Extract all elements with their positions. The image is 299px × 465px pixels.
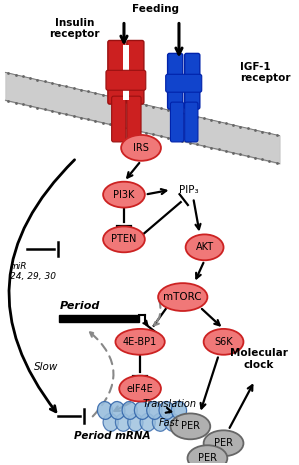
Ellipse shape [204, 329, 243, 355]
Ellipse shape [159, 401, 174, 419]
Ellipse shape [119, 376, 161, 401]
Ellipse shape [152, 413, 168, 432]
FancyBboxPatch shape [185, 102, 198, 142]
Ellipse shape [186, 234, 224, 260]
Ellipse shape [171, 401, 187, 419]
FancyBboxPatch shape [127, 40, 144, 104]
Ellipse shape [140, 413, 155, 432]
Text: mTORC: mTORC [164, 292, 202, 302]
Ellipse shape [165, 413, 180, 432]
FancyBboxPatch shape [170, 102, 184, 142]
FancyBboxPatch shape [127, 96, 141, 142]
Text: miR
24, 29, 30: miR 24, 29, 30 [10, 261, 56, 281]
Text: Fast: Fast [159, 418, 180, 428]
FancyBboxPatch shape [185, 53, 200, 109]
Text: 4E-BP1: 4E-BP1 [123, 337, 157, 347]
Ellipse shape [204, 430, 243, 456]
Ellipse shape [103, 182, 145, 207]
Ellipse shape [103, 413, 118, 432]
Text: Slow: Slow [34, 362, 58, 372]
Ellipse shape [121, 135, 161, 161]
Ellipse shape [134, 401, 150, 419]
Text: IRS: IRS [133, 143, 149, 153]
Ellipse shape [158, 283, 208, 311]
Ellipse shape [122, 401, 137, 419]
Text: PER: PER [214, 438, 233, 448]
FancyBboxPatch shape [112, 96, 126, 142]
FancyBboxPatch shape [60, 315, 139, 322]
Text: PER: PER [181, 421, 200, 432]
Text: IGF-1
receptor: IGF-1 receptor [240, 61, 290, 83]
Ellipse shape [170, 413, 210, 439]
Text: Period: Period [60, 301, 100, 311]
Ellipse shape [115, 329, 165, 355]
Text: Molecular
clock: Molecular clock [230, 348, 288, 370]
Text: PIP₃: PIP₃ [179, 185, 198, 195]
Text: Insulin
receptor: Insulin receptor [49, 18, 100, 40]
Ellipse shape [147, 401, 162, 419]
Ellipse shape [97, 401, 113, 419]
Ellipse shape [128, 413, 143, 432]
Text: S6K: S6K [214, 337, 233, 347]
Text: AKT: AKT [196, 242, 214, 252]
Text: Translation: Translation [143, 399, 196, 410]
Text: PTEN: PTEN [111, 234, 137, 245]
FancyBboxPatch shape [106, 70, 146, 90]
Text: PI3K: PI3K [113, 190, 135, 199]
FancyBboxPatch shape [123, 46, 129, 100]
FancyBboxPatch shape [166, 74, 202, 92]
Text: Period mRNA: Period mRNA [74, 432, 151, 441]
Text: Feeding: Feeding [132, 4, 179, 13]
Ellipse shape [187, 445, 227, 465]
Ellipse shape [103, 226, 145, 252]
Ellipse shape [177, 413, 192, 432]
Ellipse shape [115, 413, 131, 432]
Text: eIF4E: eIF4E [127, 384, 153, 393]
FancyBboxPatch shape [108, 40, 125, 104]
FancyBboxPatch shape [168, 53, 183, 109]
Ellipse shape [110, 401, 125, 419]
Text: PER: PER [198, 453, 217, 463]
